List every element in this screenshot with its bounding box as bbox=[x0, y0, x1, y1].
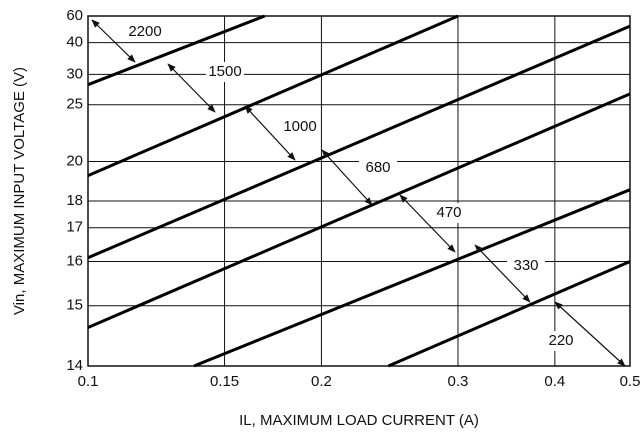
series-line bbox=[87, 14, 266, 87]
y-tick-label: 60 bbox=[66, 7, 83, 24]
y-tick-label: 20 bbox=[66, 153, 83, 170]
y-tick-label: 15 bbox=[66, 297, 83, 314]
series-line bbox=[87, 92, 631, 329]
annotation: 1000 bbox=[283, 118, 316, 135]
y-tick-label: 17 bbox=[66, 219, 83, 236]
annotation: 2200 bbox=[128, 23, 161, 40]
x-tick-label: 0.15 bbox=[210, 373, 239, 390]
y-axis-label: Vin, MAXIMUM INPUT VOLTAGE (V) bbox=[11, 67, 28, 315]
x-tick-label: 0.3 bbox=[448, 373, 469, 390]
annotation-arrow bbox=[474, 244, 531, 303]
annotation-arrow bbox=[167, 63, 216, 113]
annotation-bg bbox=[206, 62, 244, 82]
annotation: 1500 bbox=[208, 63, 241, 80]
annotation-bg bbox=[430, 203, 468, 223]
x-axis-label: IL, MAXIMUM LOAD CURRENT (A) bbox=[239, 412, 479, 429]
annotation-bg bbox=[359, 158, 397, 178]
annotation-arrow bbox=[244, 105, 296, 161]
annotation-arrow bbox=[321, 149, 373, 206]
y-tick-label: 25 bbox=[66, 96, 83, 113]
annotation: 330 bbox=[513, 257, 538, 274]
annotation: 220 bbox=[548, 332, 573, 349]
x-tick-label: 0.2 bbox=[311, 373, 332, 390]
series-line bbox=[387, 260, 631, 368]
series-line bbox=[87, 14, 459, 177]
annotation: 470 bbox=[436, 204, 461, 221]
x-tick-label: 0.4 bbox=[544, 373, 565, 390]
x-tick-label: 0.5 bbox=[620, 373, 640, 390]
series-line bbox=[87, 24, 631, 260]
annotation: 680 bbox=[365, 159, 390, 176]
x-tick-label: 0.1 bbox=[78, 373, 99, 390]
annotation-bg bbox=[126, 22, 164, 42]
y-tick-label: 18 bbox=[66, 192, 83, 209]
annotation-bg bbox=[507, 256, 545, 276]
annotation-arrow bbox=[91, 19, 136, 63]
series-line bbox=[193, 188, 631, 368]
y-tick-label: 40 bbox=[66, 34, 83, 51]
y-tick-label: 14 bbox=[66, 357, 83, 374]
annotation-bg bbox=[281, 117, 319, 137]
y-tick-label: 16 bbox=[66, 252, 83, 269]
y-tick-label: 30 bbox=[66, 65, 83, 82]
annotation-bg bbox=[542, 331, 580, 351]
annotation-arrow bbox=[399, 194, 456, 253]
annotation-arrow bbox=[554, 301, 626, 367]
